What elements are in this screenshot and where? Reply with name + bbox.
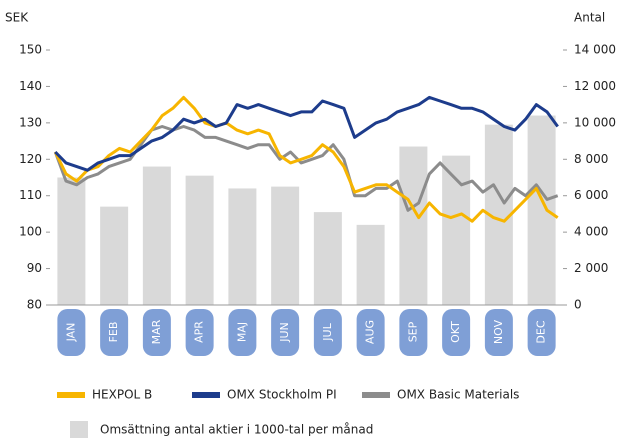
month-pill xyxy=(228,309,257,356)
x-tick-label: MAJ xyxy=(235,322,248,342)
x-tick-label: OKT xyxy=(449,321,462,343)
legend-swatch xyxy=(70,421,88,438)
legend-label: OMX Basic Materials xyxy=(397,388,519,402)
month-pill xyxy=(442,309,471,356)
line-series xyxy=(53,95,559,223)
bar xyxy=(399,146,428,305)
y-tick-label: 100 xyxy=(19,225,42,239)
y2-tick-label: 0 xyxy=(574,298,582,312)
bar xyxy=(57,177,86,305)
y2-tick-label: 12 000 xyxy=(574,79,616,93)
x-tick-label: SEP xyxy=(406,321,419,342)
y-axis-title: SEK xyxy=(5,11,29,25)
x-tick-label: JUL xyxy=(321,322,334,341)
y2-axis-title: Antal xyxy=(574,11,605,25)
x-tick-label: DEC xyxy=(535,320,548,343)
month-pill xyxy=(313,309,342,356)
bar xyxy=(228,188,257,305)
y-tick-label: 80 xyxy=(27,298,42,312)
month-pill xyxy=(399,309,428,356)
y-tick-label: 90 xyxy=(27,261,42,275)
y2-tick-label: 4 000 xyxy=(574,225,608,239)
month-pill xyxy=(185,309,214,356)
bar xyxy=(356,224,385,305)
bar xyxy=(185,175,214,305)
month-pill xyxy=(527,309,556,356)
y-tick-label: 130 xyxy=(19,115,42,129)
x-tick-label: NOV xyxy=(492,319,505,344)
legend-label: HEXPOL B xyxy=(92,388,152,402)
y2-tick-label: 6 000 xyxy=(574,188,608,202)
x-tick-label: APR xyxy=(193,321,206,343)
line-series xyxy=(54,95,559,172)
y-tick-label: 150 xyxy=(19,43,42,57)
x-tick-label: JAN xyxy=(64,323,77,343)
month-pill xyxy=(271,309,300,356)
bar xyxy=(100,206,129,305)
y2-tick-label: 8 000 xyxy=(574,152,608,166)
x-tick-label: FEB xyxy=(107,322,120,343)
line-series xyxy=(53,125,559,212)
bar xyxy=(527,115,556,305)
x-tick-label: JUN xyxy=(278,322,291,343)
y-tick-label: 110 xyxy=(19,188,42,202)
legend-label: OMX Stockholm PI xyxy=(227,388,337,402)
month-pill xyxy=(356,309,385,356)
y2-tick-label: 10 000 xyxy=(574,115,616,129)
x-tick-label: MAR xyxy=(150,319,163,344)
y-tick-label: 140 xyxy=(19,79,42,93)
x-tick-label: AUG xyxy=(364,320,377,344)
y-tick-label: 120 xyxy=(19,152,42,166)
month-pill xyxy=(100,309,129,356)
bar xyxy=(142,166,171,305)
bar xyxy=(313,212,342,305)
y2-tick-label: 14 000 xyxy=(574,43,616,57)
month-pill xyxy=(57,309,86,356)
month-pill xyxy=(142,309,171,356)
bar xyxy=(271,186,300,305)
y2-tick-label: 2 000 xyxy=(574,261,608,275)
month-pill xyxy=(484,309,513,356)
legend-label: Omsättning antal aktier i 1000-tal per m… xyxy=(100,423,373,437)
